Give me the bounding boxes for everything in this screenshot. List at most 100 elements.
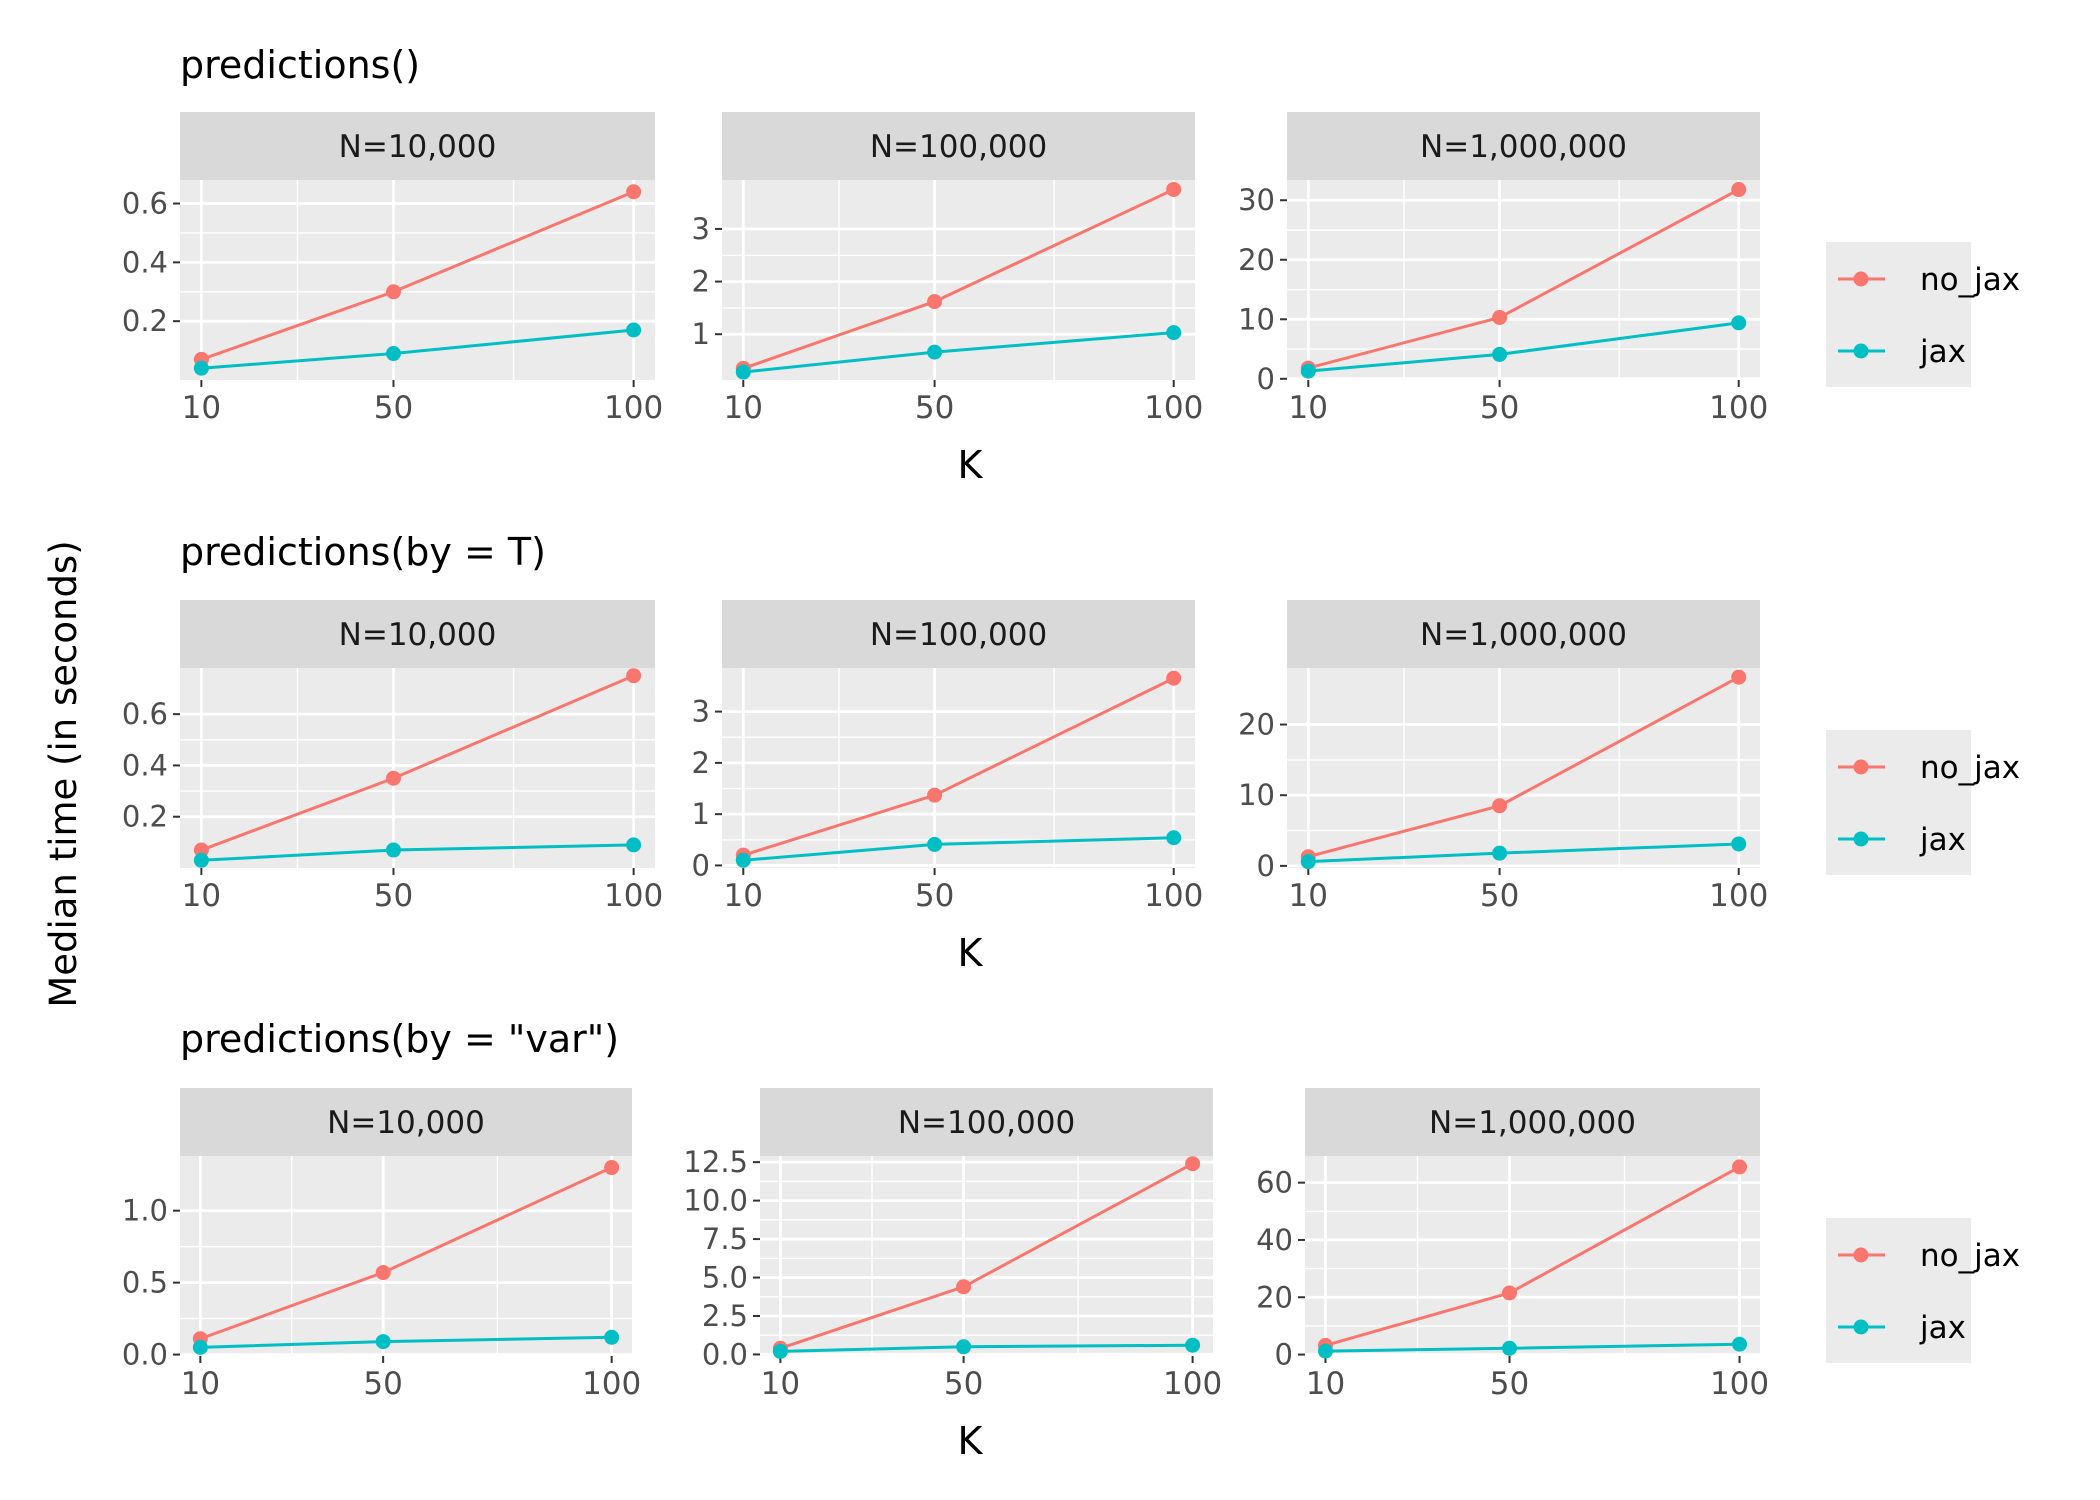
- facet-strip-label: N=10,000: [327, 1105, 485, 1141]
- x-tick-label: 50: [1480, 878, 1519, 914]
- data-point-jax: [385, 842, 401, 858]
- data-point-no_jax: [1731, 182, 1747, 198]
- legend-key-point: [1853, 343, 1869, 359]
- data-point-no_jax: [1731, 669, 1747, 685]
- x-tick-label: 50: [1490, 1366, 1529, 1402]
- data-point-jax: [1300, 854, 1316, 870]
- facet-strip-label: N=100,000: [898, 1105, 1075, 1141]
- x-tick-label: 10: [1289, 878, 1328, 914]
- data-point-jax: [735, 852, 751, 868]
- legend-label: jax: [1919, 1310, 1966, 1346]
- y-tick-label: 10: [1238, 778, 1275, 812]
- data-point-no_jax: [385, 770, 401, 786]
- data-point-no_jax: [1492, 310, 1508, 325]
- y-tick-label: 5.0: [702, 1261, 748, 1295]
- x-tick-label: 50: [1480, 390, 1519, 426]
- legend-label: no_jax: [1920, 262, 2020, 298]
- row-title: predictions(by = T): [180, 530, 546, 574]
- facet-panel: N=10,000 0.2 0.4 0.6 10 50 100: [122, 600, 663, 914]
- facet-panel: N=10,000 0.2 0.4 0.6 10 50 100: [122, 112, 663, 426]
- y-tick-label: 0.0: [702, 1337, 748, 1371]
- data-point-jax: [193, 360, 209, 376]
- x-tick-label: 100: [1144, 390, 1203, 426]
- data-point-jax: [1166, 830, 1182, 846]
- data-point-no_jax: [1166, 181, 1182, 197]
- facet-strip-label: N=10,000: [339, 129, 497, 165]
- x-tick-label: 10: [1289, 390, 1328, 426]
- x-tick-label: 10: [181, 1366, 220, 1402]
- data-point-jax: [772, 1343, 788, 1359]
- y-tick-label: 0.4: [122, 245, 168, 279]
- x-tick-label: 10: [1306, 1366, 1345, 1402]
- data-point-no_jax: [927, 294, 943, 310]
- data-point-jax: [1492, 346, 1508, 362]
- x-tick-label: 50: [915, 878, 954, 914]
- y-tick-label: 60: [1256, 1166, 1293, 1200]
- legend-label: no_jax: [1920, 750, 2020, 786]
- y-tick-label: 1: [692, 317, 710, 351]
- x-tick-label: 100: [604, 390, 663, 426]
- y-tick-label: 0: [1257, 849, 1275, 883]
- x-tick-label: 50: [374, 878, 413, 914]
- y-tick-label: 0: [1275, 1338, 1293, 1372]
- facet-strip: [722, 112, 1195, 180]
- x-tick-label: 100: [582, 1366, 641, 1402]
- data-point-jax: [1501, 1340, 1517, 1356]
- data-point-jax: [626, 837, 642, 853]
- data-point-jax: [193, 852, 209, 868]
- x-tick-label: 100: [604, 878, 663, 914]
- y-tick-label: 0.6: [122, 187, 168, 221]
- data-point-no_jax: [956, 1279, 972, 1295]
- y-tick-label: 20: [1256, 1280, 1293, 1314]
- facet-strip-label: N=100,000: [870, 617, 1047, 653]
- facet-strip: [180, 600, 655, 668]
- data-point-jax: [1731, 836, 1747, 852]
- y-tick-label: 10: [1238, 302, 1275, 336]
- legend-key-point: [1853, 759, 1869, 775]
- x-tick-label: 10: [761, 1366, 800, 1402]
- facet-strip-label: N=1,000,000: [1429, 1105, 1636, 1141]
- y-tick-label: 2: [692, 265, 710, 299]
- plot-panel: [180, 180, 655, 380]
- y-tick-label: 3: [692, 695, 710, 729]
- data-point-jax: [192, 1339, 208, 1355]
- y-tick-label: 40: [1256, 1223, 1293, 1257]
- facet-strip: [180, 1088, 632, 1156]
- legend-label: jax: [1919, 334, 1966, 370]
- data-point-no_jax: [1501, 1285, 1517, 1301]
- data-point-jax: [956, 1339, 972, 1355]
- data-point-no_jax: [626, 668, 642, 684]
- x-tick-label: 10: [724, 878, 763, 914]
- x-tick-label: 10: [724, 390, 763, 426]
- legend-key-background: [1826, 242, 1971, 387]
- legend-key-background: [1826, 1218, 1971, 1363]
- y-tick-label: 1: [692, 797, 710, 831]
- facet-strip: [1305, 1088, 1760, 1156]
- data-point-no_jax: [1185, 1156, 1201, 1172]
- legend-label: no_jax: [1920, 1238, 2020, 1274]
- legend-key-point: [1853, 1247, 1869, 1263]
- y-tick-label: 2.5: [702, 1299, 748, 1333]
- facet-strip: [722, 600, 1195, 668]
- row-title: predictions(by = "var"): [180, 1017, 619, 1061]
- facet-strip: [1287, 112, 1760, 180]
- chart-row-3: predictions(by = "var") N=10,000 0.0 0.5 1.0…: [122, 1017, 2020, 1463]
- y-tick-label: 0.6: [122, 697, 168, 731]
- y-tick-label: 0: [1257, 362, 1275, 396]
- data-point-no_jax: [193, 842, 209, 858]
- data-point-jax: [1166, 325, 1182, 341]
- y-tick-label: 30: [1238, 183, 1275, 217]
- legend-key-background: [1826, 730, 1971, 875]
- row-title: predictions(): [180, 43, 420, 87]
- x-tick-label: 100: [1709, 878, 1768, 914]
- data-point-jax: [385, 346, 401, 362]
- data-point-no_jax: [626, 184, 642, 200]
- y-tick-label: 1.0: [122, 1194, 168, 1228]
- plot-panel: [760, 1156, 1213, 1356]
- facet-panel: N=100,000 1 2 3 10 50 100: [692, 112, 1203, 426]
- data-point-jax: [1317, 1343, 1333, 1359]
